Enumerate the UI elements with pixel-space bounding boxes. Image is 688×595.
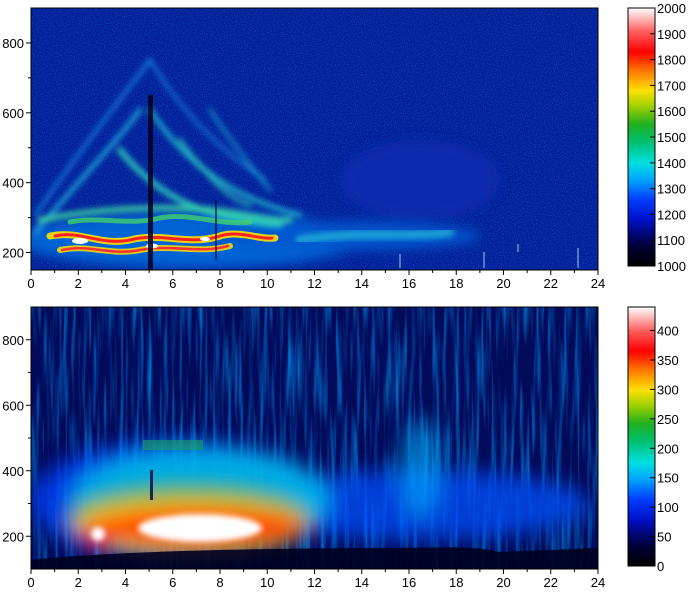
- x-tick-label: 12: [307, 575, 321, 590]
- colorbar-tick-label: 2000: [657, 1, 686, 16]
- x-tick-label: 4: [122, 276, 129, 291]
- x-tick-label: 4: [122, 575, 129, 590]
- y-tick-label: 600: [2, 106, 24, 121]
- colorbar-tick-label: 150: [657, 471, 679, 486]
- x-tick-label: 0: [27, 575, 34, 590]
- y-axis-top: 200 400 600 800: [2, 36, 31, 261]
- colorbar-tick-label: 50: [657, 530, 671, 545]
- x-tick-label: 14: [355, 575, 369, 590]
- x-tick-label: 8: [216, 276, 223, 291]
- y-tick-label: 200: [2, 246, 24, 261]
- y-tick-label: 200: [2, 529, 24, 544]
- colorbar-tick-label: 100: [657, 500, 679, 515]
- x-tick-label: 10: [260, 575, 274, 590]
- colorbar-tick-label: 0: [657, 559, 664, 574]
- y-tick-label: 400: [2, 176, 24, 191]
- x-tick-label: 2: [75, 276, 82, 291]
- x-tick-label: 20: [496, 276, 510, 291]
- colorbar-tick-label: 1700: [657, 78, 686, 93]
- x-tick-label: 14: [355, 276, 369, 291]
- colorbar-tick-label: 300: [657, 382, 679, 397]
- colorbar-bottom: 0 50 100 150 200 250 300 350 400: [627, 306, 679, 574]
- y-axis-bottom: 200 400 600 800: [2, 333, 31, 544]
- colorbar-tick-label: 1000: [657, 259, 686, 274]
- x-axis-top: 0 2 4 6 8 10 12 14 16 18 20 22 24: [27, 270, 605, 291]
- colorbar-tick-label: 1900: [657, 27, 686, 42]
- colorbar-tick-label: 1200: [657, 207, 686, 222]
- x-tick-label: 16: [402, 575, 416, 590]
- x-tick-label: 24: [591, 276, 605, 291]
- colorbar-tick-label: 250: [657, 412, 679, 427]
- x-tick-label: 12: [307, 276, 321, 291]
- x-tick-label: 2: [75, 575, 82, 590]
- x-tick-label: 16: [402, 276, 416, 291]
- colorbar-tick-label: 400: [657, 324, 679, 339]
- colorbar-tick-label: 1500: [657, 130, 686, 145]
- colorbar-tick-label: 1600: [657, 104, 686, 119]
- heatmap-top-dark-gap: [148, 95, 153, 270]
- x-tick-label: 22: [544, 575, 558, 590]
- y-tick-label: 800: [2, 333, 24, 348]
- y-tick-label: 800: [2, 36, 24, 51]
- x-axis-bottom: 0 2 4 6 8 10 12 14 16 18 20 22 24: [27, 569, 605, 590]
- x-tick-label: 8: [216, 575, 223, 590]
- x-tick-label: 0: [27, 276, 34, 291]
- colorbar-top: 1000 1100 1200 1300 1400 1500 1600 1700 1800 1900…: [627, 1, 686, 274]
- colorbar-bottom-ticks: 0 50 100 150 200 250 300 350 400: [650, 324, 679, 574]
- x-tick-label: 24: [591, 575, 605, 590]
- colorbar-tick-label: 350: [657, 353, 679, 368]
- colorbar-tick-label: 1800: [657, 53, 686, 68]
- colorbar-tick-label: 1300: [657, 182, 686, 197]
- x-tick-label: 18: [449, 575, 463, 590]
- colorbar-tick-label: 1400: [657, 156, 686, 171]
- x-tick-label: 20: [496, 575, 510, 590]
- x-tick-label: 6: [169, 276, 176, 291]
- y-tick-label: 600: [2, 398, 24, 413]
- x-tick-label: 22: [544, 276, 558, 291]
- x-tick-label: 10: [260, 276, 274, 291]
- colorbar-top-ticks: 1000 1100 1200 1300 1400 1500 1600 1700 1800 1900…: [650, 1, 686, 274]
- y-tick-label: 400: [2, 464, 24, 479]
- colorbar-tick-label: 1100: [657, 233, 685, 248]
- colorbar-tick-label: 200: [657, 441, 679, 456]
- heatmap-bottom-floor: [31, 547, 598, 569]
- x-tick-label: 18: [449, 276, 463, 291]
- x-tick-label: 6: [169, 575, 176, 590]
